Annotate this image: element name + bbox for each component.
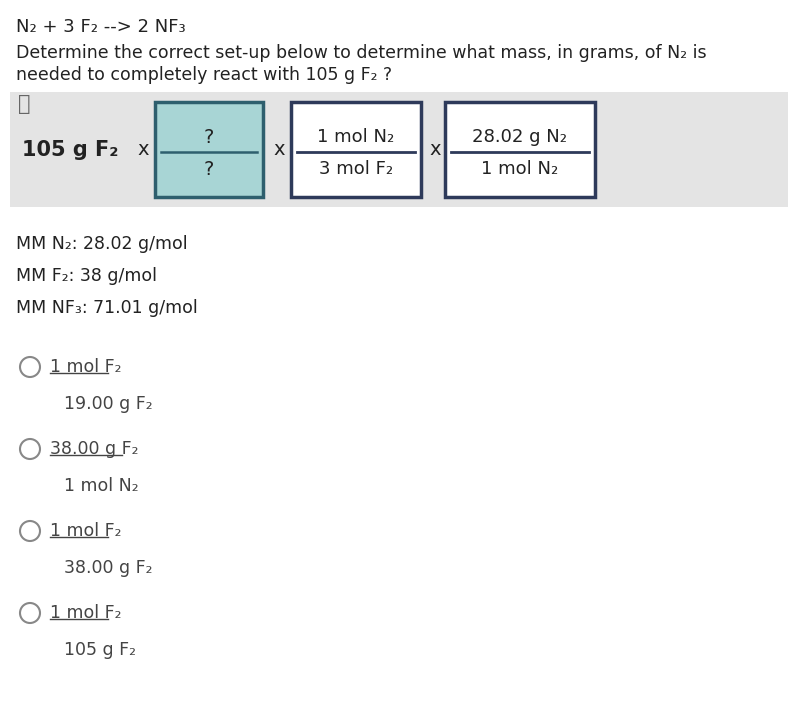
- Bar: [291, 102, 421, 197]
- Text: Determine the correct set-up below to determine what mass, in grams, of N₂ is: Determine the correct set-up below to de…: [16, 44, 706, 62]
- Text: 1 mol F₂: 1 mol F₂: [50, 604, 122, 622]
- Text: 19.00 g F₂: 19.00 g F₂: [64, 395, 153, 413]
- Bar: [445, 102, 595, 197]
- Text: N₂ + 3 F₂ --> 2 NF₃: N₂ + 3 F₂ --> 2 NF₃: [16, 18, 186, 36]
- Text: 1 mol F₂: 1 mol F₂: [50, 358, 122, 376]
- Text: 1 mol N₂: 1 mol N₂: [318, 129, 394, 147]
- Text: MM F₂: 38 g/mol: MM F₂: 38 g/mol: [16, 267, 157, 285]
- Text: 28.02 g N₂: 28.02 g N₂: [473, 129, 567, 147]
- Text: 3 mol F₂: 3 mol F₂: [319, 160, 393, 178]
- Text: 1 mol N₂: 1 mol N₂: [482, 160, 558, 178]
- Text: 1 mol F₂: 1 mol F₂: [50, 522, 122, 540]
- Text: 105 g F₂: 105 g F₂: [64, 641, 136, 659]
- Text: 38.00 g F₂: 38.00 g F₂: [64, 559, 153, 577]
- Text: needed to completely react with 105 g F₂ ?: needed to completely react with 105 g F₂…: [16, 66, 392, 84]
- Text: MM N₂: 28.02 g/mol: MM N₂: 28.02 g/mol: [16, 235, 188, 253]
- Text: x: x: [138, 140, 149, 159]
- Text: x: x: [274, 140, 285, 159]
- Bar: [10, 92, 788, 207]
- Text: 1 mol N₂: 1 mol N₂: [64, 477, 138, 495]
- Text: MM NF₃: 71.01 g/mol: MM NF₃: 71.01 g/mol: [16, 299, 198, 317]
- Text: x: x: [430, 140, 441, 159]
- Text: 38.00 g F₂: 38.00 g F₂: [50, 440, 138, 458]
- Bar: [155, 102, 263, 197]
- Text: ⌢: ⌢: [18, 94, 30, 114]
- Text: 105 g F₂: 105 g F₂: [22, 139, 118, 160]
- Text: ?: ?: [204, 128, 214, 147]
- Text: ?: ?: [204, 160, 214, 179]
